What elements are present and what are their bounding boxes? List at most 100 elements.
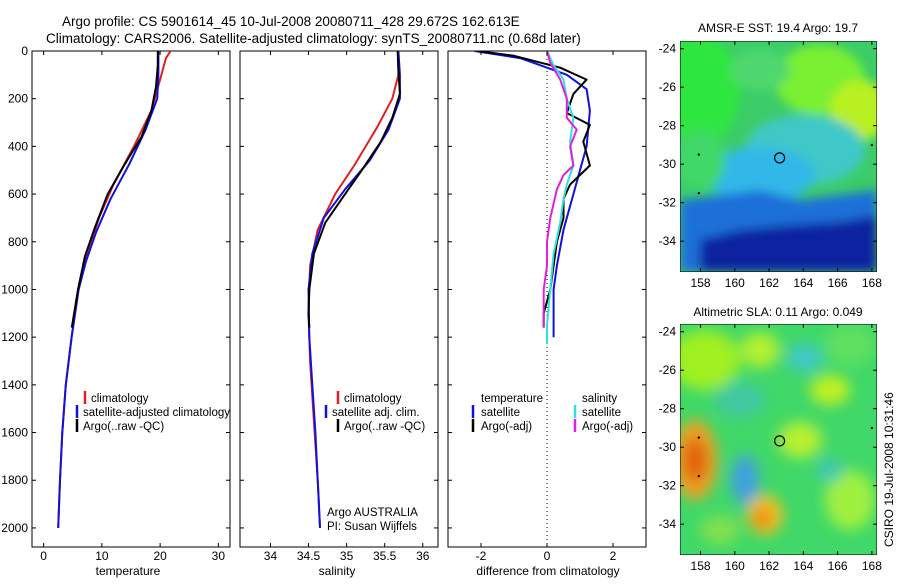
temperature-legend: climatology satellite-adjusted climatolo… xyxy=(75,391,230,433)
map-ytick-label: -32 xyxy=(659,196,677,210)
ytick-label: 0 xyxy=(21,44,28,58)
sla-map-title: Altimetric SLA: 0.11 Argo: 0.049 xyxy=(693,305,863,319)
xtick-label: 10 xyxy=(95,549,109,563)
annotation-pi: PI: Susan Wijffels xyxy=(327,521,417,533)
salinity-series-climatology xyxy=(307,51,400,528)
map-ytick-label: -24 xyxy=(659,42,677,56)
legend-label-sal-argo: Argo(-adj) xyxy=(582,421,633,433)
sst-map-axes: 158 160 162 164 166 168 -24 -26 -28 -30 -32 -34 xyxy=(659,41,882,290)
title-line-1: Argo profile: CS 5901614_45 10-Jul-2008 … xyxy=(62,14,520,29)
sst-map-title: AMSR-E SST: 19.4 Argo: 19.7 xyxy=(698,21,858,35)
legend-label-argo: Argo(..raw -QC) xyxy=(83,421,164,433)
annotation-argo-australia: Argo AUSTRALIA xyxy=(327,507,418,519)
map-dot xyxy=(697,191,701,195)
map-xtick-label: 160 xyxy=(725,276,745,290)
salinity-series-argo-raw-qc- xyxy=(307,51,401,328)
ytick-label: 1400 xyxy=(1,378,28,392)
salinity-plot-area xyxy=(307,51,401,528)
ytick-label: 2000 xyxy=(1,521,28,535)
map-xtick-label: 162 xyxy=(759,559,779,573)
xtick-label: -2 xyxy=(476,549,487,563)
salinity-series-satellite-adj-clim- xyxy=(307,51,401,528)
ytick-label: 1600 xyxy=(1,426,28,440)
map-dot xyxy=(870,143,874,147)
sst-map-image xyxy=(680,41,877,272)
xtick-label: 35 xyxy=(340,549,354,563)
map-xtick-label: 166 xyxy=(828,559,848,573)
map-ytick-label: -30 xyxy=(659,440,677,454)
difference-plot-area xyxy=(474,51,591,547)
map-xtick-label: 168 xyxy=(862,276,882,290)
ytick-label: 1200 xyxy=(1,330,28,344)
ytick-label: 400 xyxy=(8,139,28,153)
difference-series-salinity-satellite xyxy=(546,51,575,345)
temperature-series-satellite-adjusted-climatology xyxy=(57,51,160,528)
xtick-label: 20 xyxy=(153,549,167,563)
map-xtick-label: 158 xyxy=(691,276,711,290)
xtick-label: 34 xyxy=(264,549,278,563)
argo-location-marker xyxy=(773,152,786,164)
legend-label-climatology: climatology xyxy=(344,393,402,405)
map-dot xyxy=(697,153,701,156)
legend-label-satellite-adj: satellite adj. clim. xyxy=(332,407,420,419)
ytick-label: 800 xyxy=(8,235,28,249)
map-xtick-label: 162 xyxy=(759,276,779,290)
side-stamp: CSIRO 19-Jul-2008 10:31:46 xyxy=(882,392,896,547)
map-xtick-label: 168 xyxy=(862,559,882,573)
salinity-panel-frame xyxy=(239,50,439,548)
map-ytick-label: -32 xyxy=(659,479,677,493)
ytick-label: 200 xyxy=(8,92,28,106)
map-dot xyxy=(697,474,701,478)
map-ytick-label: -28 xyxy=(659,119,677,133)
map-dot xyxy=(697,436,701,439)
legend-header-salinity: salinity xyxy=(582,393,617,405)
map-xtick-label: 166 xyxy=(828,276,848,290)
legend-label-climatology: climatology xyxy=(91,393,149,405)
xtick-label: 0 xyxy=(40,549,47,563)
map-xtick-label: 164 xyxy=(793,559,813,573)
temperature-series-argo-raw-qc- xyxy=(70,51,159,328)
xtick-label: 30 xyxy=(212,549,226,563)
map-ytick-label: -24 xyxy=(659,325,677,339)
map-ytick-label: -26 xyxy=(659,363,677,377)
legend-header-temperature: temperature xyxy=(481,393,543,405)
map-ytick-label: -28 xyxy=(659,402,677,416)
salinity-xlabel: salinity xyxy=(319,564,356,578)
sla-map-image xyxy=(680,324,877,555)
temperature-series-climatology xyxy=(57,51,172,528)
salinity-legend: climatology satellite adj. clim. Argo(..… xyxy=(324,391,425,433)
xtick-label: 0 xyxy=(544,549,551,563)
map-xtick-label: 164 xyxy=(793,276,813,290)
xtick-label: 2 xyxy=(610,549,617,563)
difference-legend: temperature satellite Argo(-adj) salinit… xyxy=(471,393,633,433)
map-ytick-label: -30 xyxy=(659,157,677,171)
argo-location-marker xyxy=(773,435,786,447)
map-dot xyxy=(870,426,874,430)
map-ytick-label: -26 xyxy=(659,80,677,94)
legend-label-temp-satellite: satellite xyxy=(481,407,520,419)
difference-series-salinity-argo-adj- xyxy=(542,51,578,328)
difference-xlabel: difference from climatology xyxy=(476,564,619,578)
temperature-xlabel: temperature xyxy=(96,564,161,578)
legend-label-temp-argo: Argo(-adj) xyxy=(481,421,532,433)
map-xtick-label: 158 xyxy=(691,559,711,573)
map-ytick-label: -34 xyxy=(659,517,677,531)
legend-label-argo: Argo(..raw -QC) xyxy=(344,421,425,433)
ytick-label: 1800 xyxy=(1,473,28,487)
difference-series-temperature-argo-adj- xyxy=(477,51,591,328)
ytick-label: 600 xyxy=(8,187,28,201)
sla-map-axes: 158 160 162 164 166 168 -24 -26 -28 -30 -32 -34 xyxy=(659,324,882,573)
xtick-label: 34.5 xyxy=(297,549,321,563)
title-line-2: Climatology: CARS2006. Satellite-adjuste… xyxy=(46,31,581,46)
map-xtick-label: 160 xyxy=(725,559,745,573)
xtick-label: 35.5 xyxy=(373,549,397,563)
legend-label-satellite-adjusted: satellite-adjusted climatology xyxy=(83,407,230,419)
axes-layer: 0 10 20 30020040060080010001200140016001800… xyxy=(1,44,646,563)
temperature-plot-area xyxy=(57,51,172,528)
map-ytick-label: -34 xyxy=(659,234,677,248)
ytick-label: 1000 xyxy=(1,282,28,296)
temperature-panel-frame xyxy=(31,50,231,548)
xtick-label: 36 xyxy=(416,549,430,563)
legend-label-sal-satellite: satellite xyxy=(582,407,621,419)
